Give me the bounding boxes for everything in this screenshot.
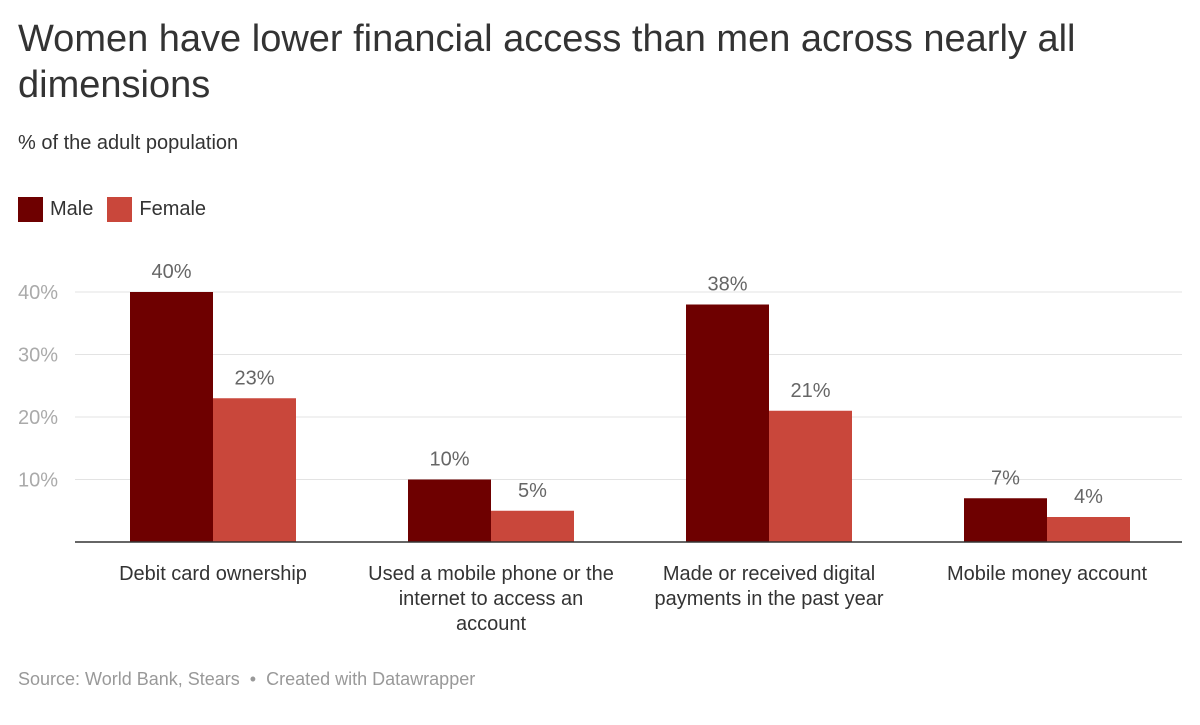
data-label: 21% — [790, 380, 830, 402]
legend-swatch-male — [18, 197, 43, 222]
x-category-label: Debit card ownership — [119, 563, 307, 585]
legend: Male Female — [18, 197, 220, 222]
source-separator: • — [249, 669, 257, 689]
source-text: Source: World Bank, Stears — [18, 669, 240, 689]
bar-female — [213, 398, 296, 542]
data-label: 40% — [151, 261, 191, 283]
chart-title: Women have lower financial access than m… — [18, 18, 1076, 106]
legend-item-male: Male — [18, 197, 93, 222]
data-label: 38% — [707, 274, 747, 296]
y-tick-label: 20% — [18, 407, 58, 429]
legend-swatch-female — [107, 197, 133, 222]
chart-subtitle: % of the adult population — [18, 132, 239, 154]
bar-male — [408, 479, 491, 542]
y-tick-label: 30% — [18, 345, 58, 367]
data-label: 23% — [234, 367, 274, 389]
data-label: 4% — [1074, 486, 1103, 508]
data-label: 10% — [429, 449, 469, 471]
legend-label-female: Female — [139, 198, 207, 220]
bar-male — [686, 304, 769, 542]
bar-female — [491, 510, 574, 542]
x-category-label: Mobile money account — [947, 563, 1148, 585]
y-tick-label: 40% — [18, 282, 58, 304]
legend-label-male: Male — [50, 198, 94, 220]
bar-female — [1047, 517, 1130, 542]
bar-female — [769, 410, 852, 542]
source-note: Source: World Bank, Stears • Created wit… — [18, 669, 475, 690]
bar-male — [964, 498, 1047, 542]
legend-item-female: Female — [107, 197, 206, 222]
data-label: 7% — [991, 467, 1020, 489]
source-credit: Created with Datawrapper — [266, 669, 476, 689]
data-label: 5% — [518, 480, 547, 502]
x-category-label: Used a mobile phone or the internet to ac… — [368, 563, 614, 635]
bar-male — [130, 292, 213, 542]
y-tick-label: 10% — [18, 470, 58, 492]
x-category-label: Made or received digital payments in the … — [654, 563, 883, 610]
